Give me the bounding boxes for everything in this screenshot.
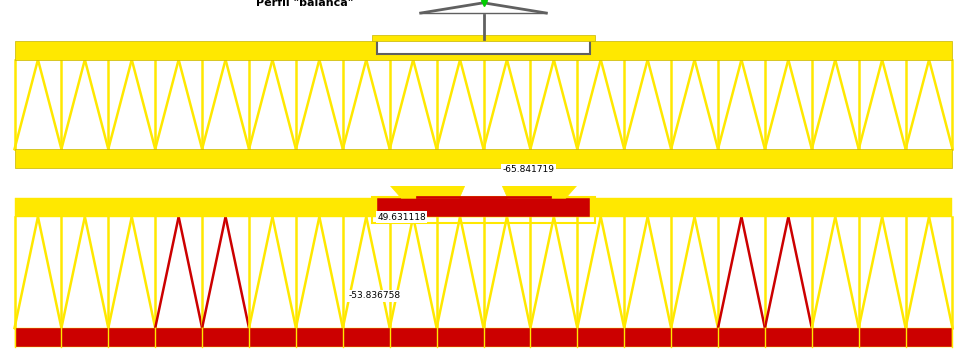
Polygon shape	[498, 176, 585, 198]
Text: -65.841719: -65.841719	[503, 165, 555, 174]
Bar	[377, 198, 590, 217]
Bar	[15, 198, 952, 217]
Text: 49.631118: 49.631118	[377, 213, 425, 222]
Bar	[372, 197, 595, 224]
Bar	[377, 38, 590, 54]
Text: -53.836758: -53.836758	[348, 291, 400, 300]
Text: Perfil "balanca": Perfil "balanca"	[255, 0, 353, 8]
Bar	[15, 328, 952, 346]
Bar	[15, 149, 952, 168]
Polygon shape	[382, 176, 469, 198]
Bar	[416, 196, 551, 198]
Bar	[372, 36, 595, 41]
Bar	[15, 41, 952, 60]
